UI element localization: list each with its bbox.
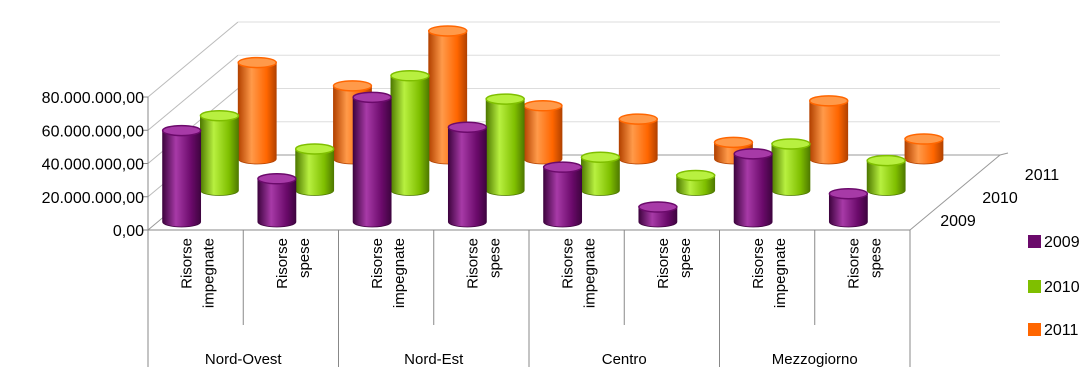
bar-2010-6 xyxy=(771,138,811,196)
depth-axis-line xyxy=(999,152,1009,156)
group-label: Nord-Est xyxy=(404,351,464,367)
bar-2011-4 xyxy=(618,113,658,165)
group-label: Mezzogiorno xyxy=(772,351,858,367)
subcategory-label: Risorse spese xyxy=(464,238,503,289)
bar-2009-7 xyxy=(828,187,869,228)
bar-2009-1 xyxy=(257,173,297,228)
gridline-side xyxy=(147,54,239,131)
depth-label-2010: 2010 xyxy=(982,190,1018,207)
bar-2010-4 xyxy=(580,151,621,196)
legend: 2009 2010 2011 xyxy=(1028,234,1080,339)
legend-swatch xyxy=(1028,280,1041,293)
subcategory-label: Risorse impegnate xyxy=(750,238,789,308)
depth-label-2009: 2009 xyxy=(940,213,976,230)
legend-entry-2009: 2009 xyxy=(1028,234,1080,251)
legend-label: 2009 xyxy=(1044,234,1080,251)
bar-2009-2 xyxy=(352,91,392,228)
bar-2010-0 xyxy=(199,109,240,196)
bar-2009-0 xyxy=(161,124,202,228)
depth-label-2011: 2011 xyxy=(1025,167,1060,184)
subcategory-label: Risorse impegnate xyxy=(369,238,408,308)
y-tick-label: 60.000.000,00 xyxy=(42,123,144,140)
bar-2011-3 xyxy=(523,100,563,165)
legend-swatch xyxy=(1028,323,1041,336)
bar-2009-5 xyxy=(638,201,678,228)
bars xyxy=(161,25,944,228)
group-label: Nord-Ovest xyxy=(205,351,283,367)
y-tick-label: 80.000.000,00 xyxy=(42,90,144,107)
bar-2009-4 xyxy=(542,161,583,228)
legend-entry-2010: 2010 xyxy=(1028,279,1080,296)
category-axis: Risorse impegnate Risorse spese Risorse impeg… xyxy=(147,229,911,367)
legend-swatch xyxy=(1028,235,1041,248)
legend-entry-2011: 2011 xyxy=(1028,322,1079,339)
gridline-side xyxy=(147,21,239,98)
legend-label: 2010 xyxy=(1044,279,1080,296)
group-label: Centro xyxy=(602,351,647,367)
bar-2010-1 xyxy=(294,143,335,196)
bar-2010-3 xyxy=(485,93,525,196)
y-axis-tick-labels: 0,00 20.000.000,00 40.000.000,00 60.000.000… xyxy=(42,90,149,240)
y-tick-label: 40.000.000,00 xyxy=(42,157,144,174)
bar-2009-3 xyxy=(447,121,488,228)
subcategory-label: Risorse spese xyxy=(655,238,694,289)
bar-2010-5 xyxy=(675,169,716,196)
bar-2009-6 xyxy=(733,148,773,228)
subcategory-label: Risorse spese xyxy=(845,238,884,289)
bar-2011-0 xyxy=(237,56,277,165)
subcategory-label: Risorse impegnate xyxy=(560,238,599,308)
bar-2010-7 xyxy=(866,154,906,196)
legend-label: 2011 xyxy=(1044,322,1079,339)
depth-axis-labels: 2009 2010 2011 xyxy=(940,167,1059,230)
y-tick-label: 20.000.000,00 xyxy=(42,190,144,207)
subcategory-label: Risorse spese xyxy=(274,238,313,289)
y-tick-label: 0,00 xyxy=(113,223,144,240)
bar-2011-7 xyxy=(904,133,944,165)
bar-2010-2 xyxy=(390,70,430,196)
bar-2011-6 xyxy=(808,95,849,165)
subcategory-label: Risorse impegnate xyxy=(179,238,218,308)
